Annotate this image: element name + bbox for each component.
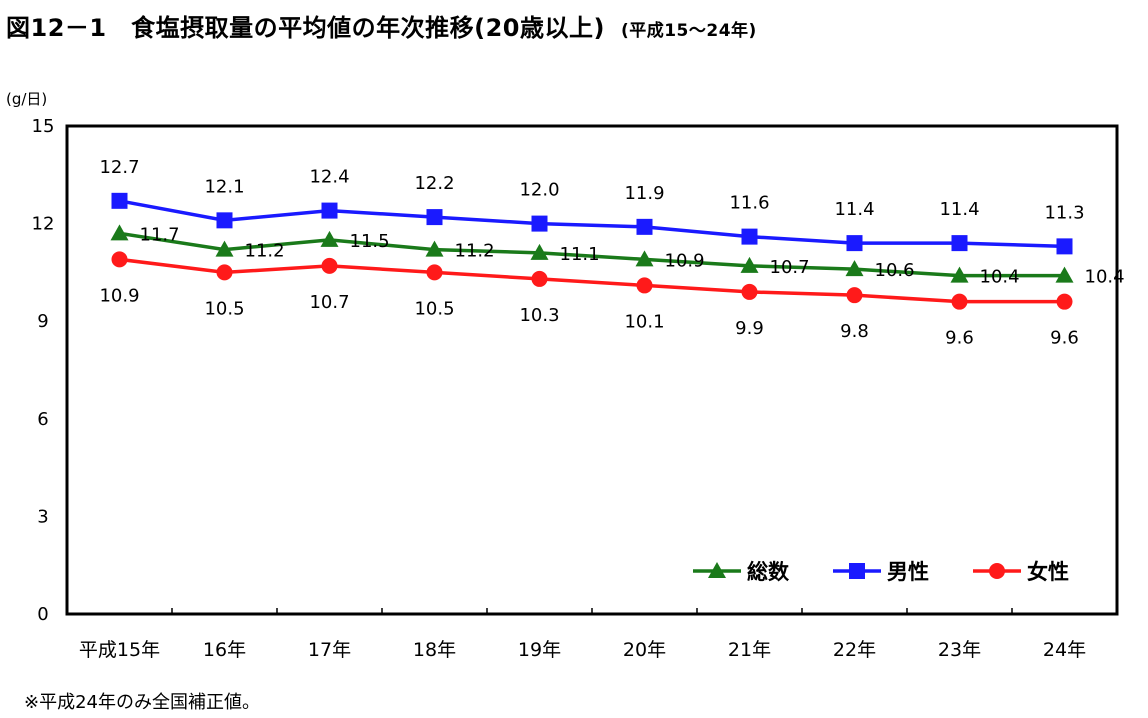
y-tick-label: 0 [37, 604, 48, 625]
data-label-male: 11.6 [729, 193, 769, 214]
y-tick-label: 12 [32, 214, 55, 235]
data-label-female: 9.8 [840, 321, 869, 342]
legend-label-female: 女性 [1027, 560, 1069, 584]
data-label-female: 10.5 [414, 298, 454, 319]
data-point-total [320, 230, 339, 247]
data-label-total: 10.4 [1085, 267, 1125, 288]
series-line-female [119, 257, 1065, 304]
data-point-total [215, 240, 234, 257]
data-label-male: 11.9 [624, 183, 664, 204]
data-label-male: 11.4 [834, 199, 874, 220]
data-point-male [1056, 238, 1073, 255]
legend-marker-female [989, 563, 1005, 579]
data-label-male: 12.0 [519, 180, 559, 201]
series-line-male [119, 199, 1065, 249]
data-label-male: 12.7 [99, 157, 139, 178]
data-label-total: 11.5 [350, 231, 390, 252]
data-label-total: 11.2 [245, 241, 285, 262]
data-point-female [846, 287, 863, 304]
data-point-male [741, 228, 758, 245]
data-label-female: 9.9 [735, 318, 764, 339]
data-label-female: 10.3 [519, 305, 559, 326]
y-tick-label: 15 [32, 116, 55, 137]
x-tick-label: 平成15年 [79, 639, 160, 661]
data-label-total: 10.4 [980, 267, 1020, 288]
data-label-female: 10.5 [204, 298, 244, 319]
data-label-male: 12.1 [204, 176, 244, 197]
data-point-male [111, 192, 128, 209]
data-point-female [951, 293, 968, 310]
legend-label-male: 男性 [887, 560, 929, 584]
data-point-total [530, 243, 549, 260]
data-label-total: 10.9 [665, 250, 705, 271]
data-point-female [741, 283, 758, 300]
data-point-male [846, 235, 863, 252]
x-tick-label: 22年 [833, 639, 876, 661]
data-label-female: 9.6 [1050, 328, 1079, 349]
chart-title: 図12－1 食塩摂取量の平均値の年次推移(20歳以上) (平成15～24年) [6, 8, 757, 43]
data-label-male: 11.4 [939, 199, 979, 220]
data-label-female: 10.9 [99, 285, 139, 306]
data-point-male [531, 215, 548, 232]
data-label-total: 11.2 [455, 241, 495, 262]
data-point-female [636, 277, 653, 294]
data-point-female [111, 251, 128, 268]
data-label-total: 10.6 [875, 260, 915, 281]
data-label-male: 12.4 [309, 167, 349, 188]
x-tick-label: 19年 [518, 639, 561, 661]
legend-marker-male [849, 563, 865, 579]
data-point-female [426, 264, 443, 281]
x-tick-label: 16年 [203, 639, 246, 661]
data-point-total [635, 250, 654, 267]
data-point-male [426, 209, 443, 226]
chart-title-main: 図12－1 食塩摂取量の平均値の年次推移(20歳以上) [6, 14, 605, 42]
data-point-female [321, 257, 338, 274]
data-label-male: 12.2 [414, 173, 454, 194]
data-point-total [950, 266, 969, 283]
x-tick-label: 24年 [1043, 639, 1086, 661]
data-label-female: 10.7 [309, 292, 349, 313]
data-label-female: 10.1 [624, 311, 664, 332]
data-point-total [845, 260, 864, 277]
x-tick-label: 18年 [413, 639, 456, 661]
data-label-total: 11.7 [140, 224, 180, 245]
chart-title-sub: (平成15～24年) [620, 21, 757, 41]
y-tick-label: 6 [37, 409, 48, 430]
data-point-total [1055, 266, 1074, 283]
data-point-total [425, 240, 444, 257]
data-label-total: 10.7 [770, 257, 810, 278]
x-tick-label: 20年 [623, 639, 666, 661]
series-line-total [119, 231, 1065, 278]
data-point-male [216, 212, 233, 229]
footnote: ※平成24年のみ全国補正値。 [24, 692, 260, 713]
x-tick-label: 17年 [308, 639, 351, 661]
y-tick-label: 3 [37, 506, 48, 527]
data-label-male: 11.3 [1044, 202, 1084, 223]
data-point-female [1056, 293, 1073, 310]
y-tick-label: 9 [37, 311, 48, 332]
x-tick-label: 23年 [938, 639, 981, 661]
data-point-male [321, 202, 338, 219]
data-point-total [740, 256, 759, 273]
legend-marker-total [708, 562, 726, 578]
data-label-female: 9.6 [945, 328, 974, 349]
y-axis-unit: (g/日) [6, 90, 48, 108]
x-tick-label: 21年 [728, 639, 771, 661]
data-point-male [636, 218, 653, 235]
data-label-total: 11.1 [560, 244, 600, 265]
data-point-total [110, 224, 129, 241]
data-point-female [531, 270, 548, 287]
data-point-male [951, 235, 968, 252]
legend-label-total: 総数 [747, 560, 790, 584]
data-point-female [216, 264, 233, 281]
